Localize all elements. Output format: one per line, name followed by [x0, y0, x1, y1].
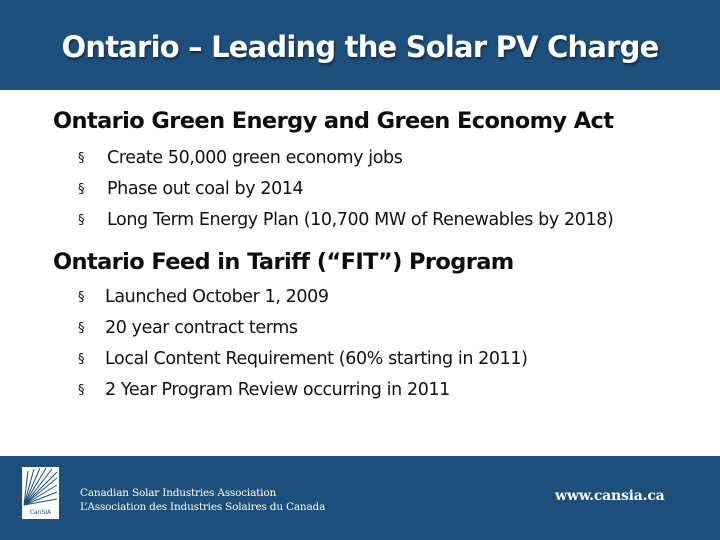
- sun-rays-icon: [23, 467, 58, 506]
- footer-org-english: Canadian Solar Industries Association: [80, 487, 277, 499]
- bullet-icon: §: [78, 352, 85, 367]
- bullet-text: Launched October 1, 2009: [105, 287, 329, 307]
- bullet-icon: §: [78, 383, 85, 398]
- bullet-text: 2 Year Program Review occurring in 2011: [105, 380, 450, 400]
- section-heading-green-energy-act: Ontario Green Energy and Green Economy A…: [53, 108, 614, 134]
- bullet-icon: §: [78, 290, 85, 305]
- bullet-icon: §: [78, 321, 85, 336]
- bullet-text: Phase out coal by 2014: [107, 179, 304, 199]
- bullet-icon: §: [78, 182, 85, 197]
- section-heading-fit-program: Ontario Feed in Tariff (“FIT”) Program: [53, 249, 514, 275]
- bullet-text: Long Term Energy Plan (10,700 MW of Rene…: [107, 210, 614, 230]
- bullet-text: 20 year contract terms: [105, 318, 298, 338]
- cansia-logo: CanSIA: [22, 467, 59, 519]
- logo-wordmark: CanSIA: [29, 509, 52, 516]
- bullet-icon: §: [78, 213, 85, 228]
- title-bar: Ontario – Leading the Solar PV Charge: [0, 0, 720, 90]
- slide-title: Ontario – Leading the Solar PV Charge: [61, 30, 660, 64]
- bullet-text: Local Content Requirement (60% starting …: [105, 349, 528, 369]
- bullet-icon: §: [78, 151, 85, 166]
- footer-website-link[interactable]: www.cansia.ca: [555, 488, 665, 504]
- bullet-text: Create 50,000 green economy jobs: [107, 148, 403, 168]
- footer-bar: [0, 456, 720, 540]
- footer-org-french: L’Association des Industries Solaires du…: [80, 501, 326, 513]
